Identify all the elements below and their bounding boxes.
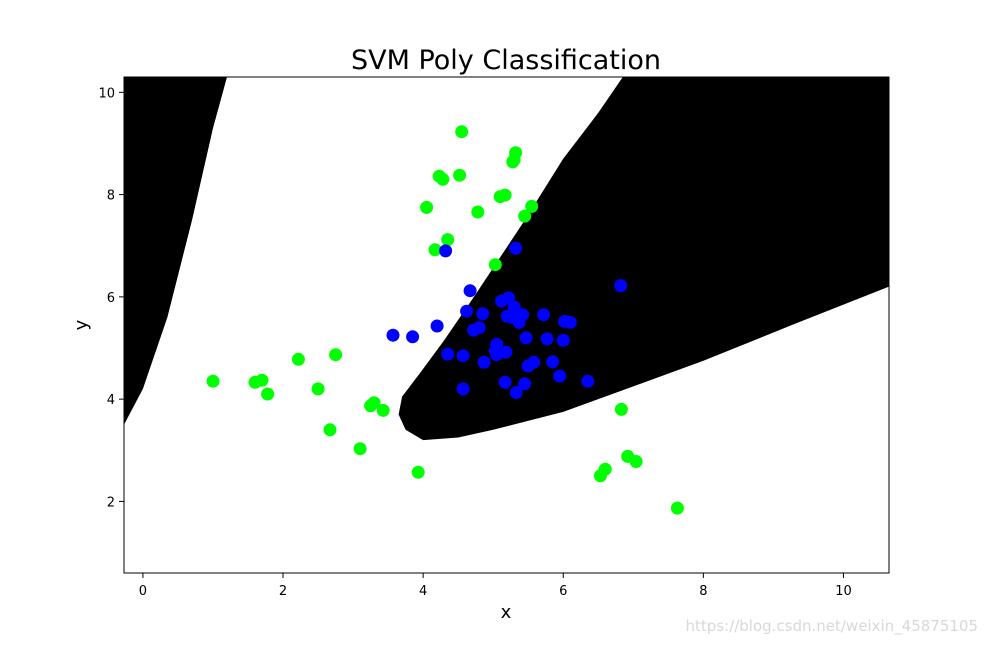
data-point — [453, 168, 467, 182]
plot-area — [124, 77, 889, 573]
data-point — [581, 374, 595, 388]
data-point — [537, 308, 551, 322]
data-point — [261, 387, 275, 401]
data-point — [477, 355, 491, 369]
y-tick-label: 10 — [98, 86, 115, 101]
data-point — [439, 244, 453, 258]
watermark-text: https://blog.csdn.net/weixin_45875105 — [685, 617, 978, 635]
data-point — [386, 328, 400, 342]
data-point — [323, 423, 337, 437]
decision-regions — [124, 77, 889, 441]
data-point — [509, 146, 523, 160]
data-point — [614, 279, 628, 293]
data-point — [518, 209, 532, 223]
x-tick-label: 2 — [279, 584, 287, 599]
x-axis-ticks: 0 2 4 6 8 10 — [139, 573, 852, 599]
data-point — [291, 352, 305, 366]
data-point — [670, 501, 684, 515]
x-tick-label: 4 — [419, 584, 427, 599]
data-point — [563, 315, 577, 329]
data-point — [471, 205, 485, 219]
data-point — [507, 300, 521, 314]
data-point — [456, 349, 470, 363]
data-point — [455, 125, 469, 139]
data-point — [519, 331, 533, 345]
data-point — [540, 332, 554, 346]
data-point — [509, 241, 523, 255]
data-point — [498, 375, 512, 389]
y-axis-ticks: 2 4 6 8 10 — [98, 86, 124, 510]
y-tick-label: 6 — [107, 291, 115, 306]
region-class-1-main — [398, 77, 889, 441]
y-tick-label: 8 — [107, 189, 115, 204]
data-point — [411, 465, 425, 479]
x-tick-label: 10 — [835, 584, 852, 599]
data-point — [436, 172, 450, 186]
data-point — [598, 462, 612, 476]
plot-frame — [123, 76, 890, 574]
data-point — [376, 403, 390, 417]
data-point — [456, 382, 470, 396]
data-point — [516, 308, 530, 322]
data-point — [441, 347, 455, 361]
data-point — [329, 348, 343, 362]
x-axis-label: x — [501, 602, 512, 623]
data-point — [255, 373, 269, 387]
data-point — [367, 396, 381, 410]
y-tick-label: 4 — [107, 393, 115, 408]
data-point — [546, 355, 560, 369]
data-point — [553, 369, 567, 383]
x-tick-label: 0 — [139, 584, 147, 599]
data-point — [311, 382, 325, 396]
data-point — [206, 374, 220, 388]
data-point — [441, 233, 455, 247]
data-point — [490, 337, 504, 351]
data-point — [420, 200, 434, 214]
y-axis-label: y — [71, 319, 92, 330]
data-point — [614, 402, 628, 416]
data-point — [509, 386, 523, 399]
chart-title: SVM Poly Classification — [351, 45, 661, 76]
data-point — [518, 377, 532, 391]
data-point — [527, 355, 541, 369]
y-tick-label: 2 — [107, 495, 115, 510]
data-point — [430, 319, 444, 333]
data-point — [499, 345, 513, 359]
data-point — [406, 330, 420, 344]
data-points — [206, 125, 684, 515]
data-point — [629, 455, 643, 468]
region-class-1-left — [124, 77, 227, 425]
data-point — [428, 243, 442, 257]
data-point — [488, 258, 502, 272]
x-tick-label: 6 — [559, 584, 567, 599]
data-point — [476, 307, 490, 321]
data-point — [353, 442, 367, 456]
data-point — [498, 188, 512, 202]
data-point — [460, 304, 474, 318]
x-tick-label: 8 — [699, 584, 707, 599]
data-point — [525, 199, 539, 213]
data-point — [472, 321, 486, 335]
data-point — [556, 333, 570, 347]
data-point — [463, 284, 477, 298]
